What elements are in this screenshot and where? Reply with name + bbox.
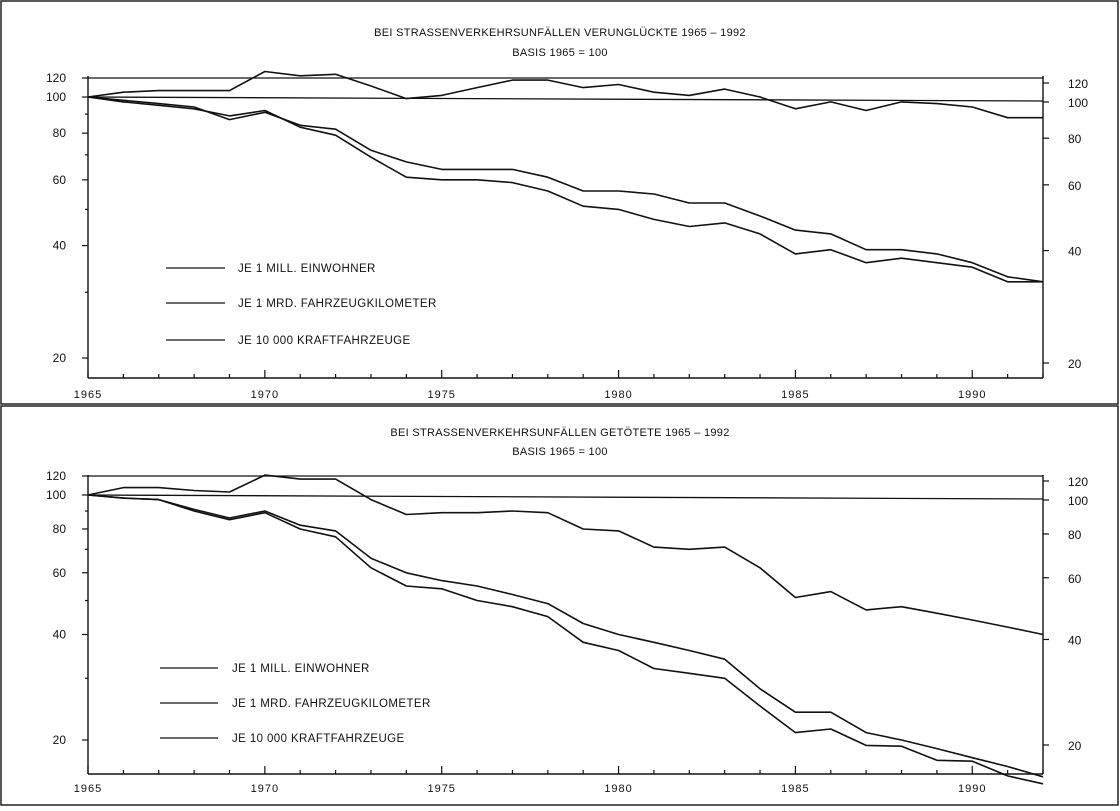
y-tick-label-right: 40 (1068, 633, 1082, 647)
x-tick-label: 1965 (74, 389, 102, 401)
x-tick-label: 1975 (427, 783, 455, 795)
series-line-3 (88, 97, 1043, 282)
x-tick-label: 1970 (251, 389, 279, 401)
legend-label-3: JE 10 000 KRAFTFAHRZEUGE (232, 733, 405, 745)
y-tick-label-right: 100 (1068, 96, 1088, 110)
y-tick-label-left: 40 (53, 627, 67, 641)
y-tick-label-left: 100 (46, 488, 66, 502)
y-tick-label-left: 20 (53, 351, 67, 365)
legend-label-3: JE 10 000 KRAFTFAHRZEUGE (238, 335, 411, 347)
y-tick-label-right: 60 (1068, 572, 1082, 586)
y-tick-label-left: 120 (46, 71, 66, 85)
legend-label-1: JE 1 MILL. EINWOHNER (232, 663, 370, 675)
x-tick-label: 1985 (781, 389, 809, 401)
y-tick-label-right: 20 (1068, 739, 1082, 753)
chart-title: BEI STRASSENVERKEHRSUNFÄLLEN GETÖTETE 19… (390, 427, 729, 439)
y-tick-label-left: 60 (53, 566, 67, 580)
legend-label-2: JE 1 MRD. FAHRZEUGKILOMETER (238, 298, 437, 310)
x-tick-label: 1970 (251, 783, 279, 795)
series-line-2 (88, 97, 1043, 282)
chart-title: BEI STRASSENVERKEHRSUNFÄLLEN VERUNGLÜCKT… (374, 27, 746, 39)
y-tick-label-left: 100 (46, 90, 66, 104)
y-tick-label-right: 100 (1068, 494, 1088, 508)
y-tick-label-right: 60 (1068, 179, 1082, 193)
y-tick-label-right: 40 (1068, 245, 1082, 259)
x-tick-label: 1985 (781, 783, 809, 795)
reference-line-100 (88, 97, 1043, 101)
y-tick-label-left: 20 (53, 733, 67, 747)
x-tick-label: 1990 (958, 389, 986, 401)
y-tick-label-right: 80 (1068, 132, 1082, 146)
legend-label-1: JE 1 MILL. EINWOHNER (238, 263, 376, 275)
x-tick-label: 1975 (427, 389, 455, 401)
y-tick-label-right: 80 (1068, 528, 1082, 542)
panel-frame (1, 1, 1118, 404)
chart-panel-2: BEI STRASSENVERKEHRSUNFÄLLEN GETÖTETE 19… (1, 406, 1118, 805)
x-tick-label: 1980 (604, 783, 632, 795)
legend-label-2: JE 1 MRD. FAHRZEUGKILOMETER (232, 698, 431, 710)
y-tick-label-left: 60 (53, 173, 67, 187)
y-tick-label-left: 40 (53, 239, 67, 253)
y-tick-label-left: 120 (46, 469, 66, 483)
x-tick-label: 1990 (958, 783, 986, 795)
x-tick-label: 1965 (74, 783, 102, 795)
reference-line-100 (88, 495, 1043, 499)
y-tick-label-left: 80 (53, 126, 67, 140)
y-tick-label-right: 120 (1068, 77, 1088, 91)
chart-panel-1: BEI STRASSENVERKEHRSUNFÄLLEN VERUNGLÜCKT… (1, 1, 1118, 404)
panel-frame (1, 406, 1118, 805)
y-tick-label-left: 80 (53, 522, 67, 536)
y-tick-label-right: 120 (1068, 475, 1088, 489)
y-tick-label-right: 20 (1068, 357, 1082, 371)
chart-subtitle: BASIS 1965 = 100 (512, 446, 608, 458)
x-tick-label: 1980 (604, 389, 632, 401)
chart-subtitle: BASIS 1965 = 100 (512, 47, 608, 59)
